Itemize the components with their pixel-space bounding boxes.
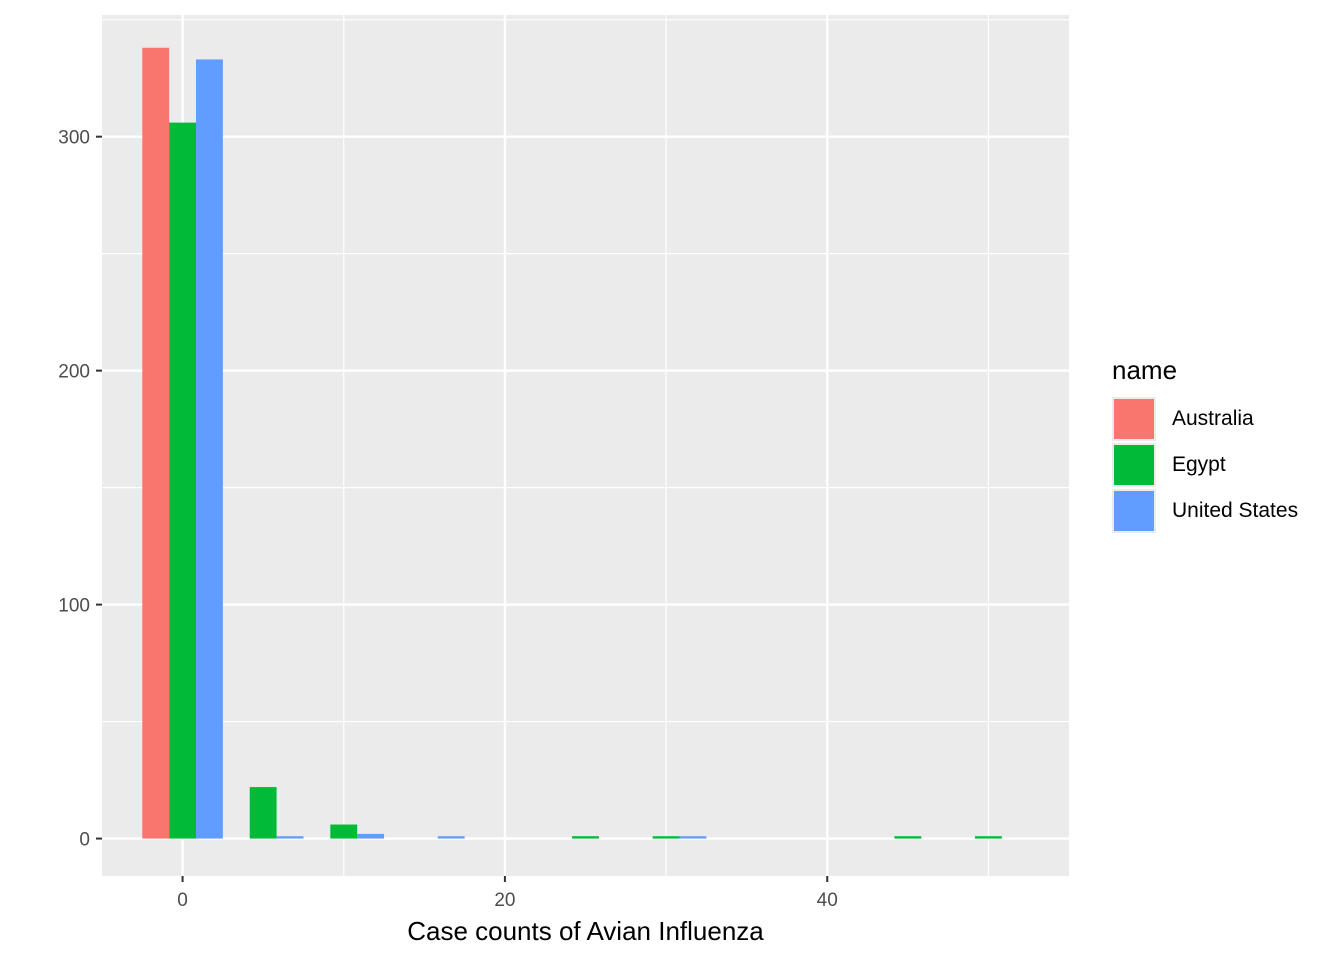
legend-key (1112, 397, 1156, 441)
x-tick-label: 20 (494, 890, 515, 911)
x-axis-title: Case counts of Avian Influenza (407, 916, 764, 946)
legend-label: Egypt (1172, 453, 1226, 476)
minor-gridlines (102, 15, 1069, 876)
legend-items: Australia Egypt United States (1112, 396, 1332, 534)
x-axis: 0 20 40 (177, 876, 838, 911)
bar-egypt (894, 836, 922, 839)
bar-egypt (330, 824, 358, 839)
bar-united-states (276, 836, 304, 839)
bar-egypt (652, 836, 680, 839)
legend: name Australia Egypt United States (1112, 352, 1332, 534)
legend-label: Australia (1172, 407, 1254, 430)
x-tick-label: 40 (817, 890, 838, 911)
x-tick-label: 0 (177, 890, 188, 911)
bar-australia (142, 47, 170, 839)
y-tick-label: 300 (58, 128, 90, 149)
legend-swatch (1114, 491, 1154, 531)
y-tick-label: 100 (58, 596, 90, 617)
bars-layer (142, 47, 1002, 839)
legend-item: Egypt (1112, 442, 1332, 488)
bar-egypt (249, 787, 277, 839)
legend-key (1112, 489, 1156, 533)
legend-swatch (1114, 445, 1154, 485)
legend-title: name (1112, 355, 1178, 385)
legend-swatch (1114, 399, 1154, 439)
legend-item: Australia (1112, 396, 1332, 442)
bar-united-states (437, 836, 465, 839)
legend-item: United States (1112, 488, 1332, 534)
y-tick-label: 0 (79, 830, 90, 851)
bar-united-states (196, 59, 223, 839)
bar-egypt (169, 122, 197, 839)
y-axis: 0 100 200 300 (58, 128, 102, 851)
legend-key (1112, 443, 1156, 487)
bar-egypt (974, 836, 1002, 839)
y-tick-label: 200 (58, 362, 90, 383)
plot-panel (102, 15, 1069, 876)
legend-label: United States (1172, 499, 1299, 522)
bar-egypt (572, 836, 599, 839)
bar-united-states (357, 833, 385, 839)
bar-united-states (679, 836, 707, 839)
